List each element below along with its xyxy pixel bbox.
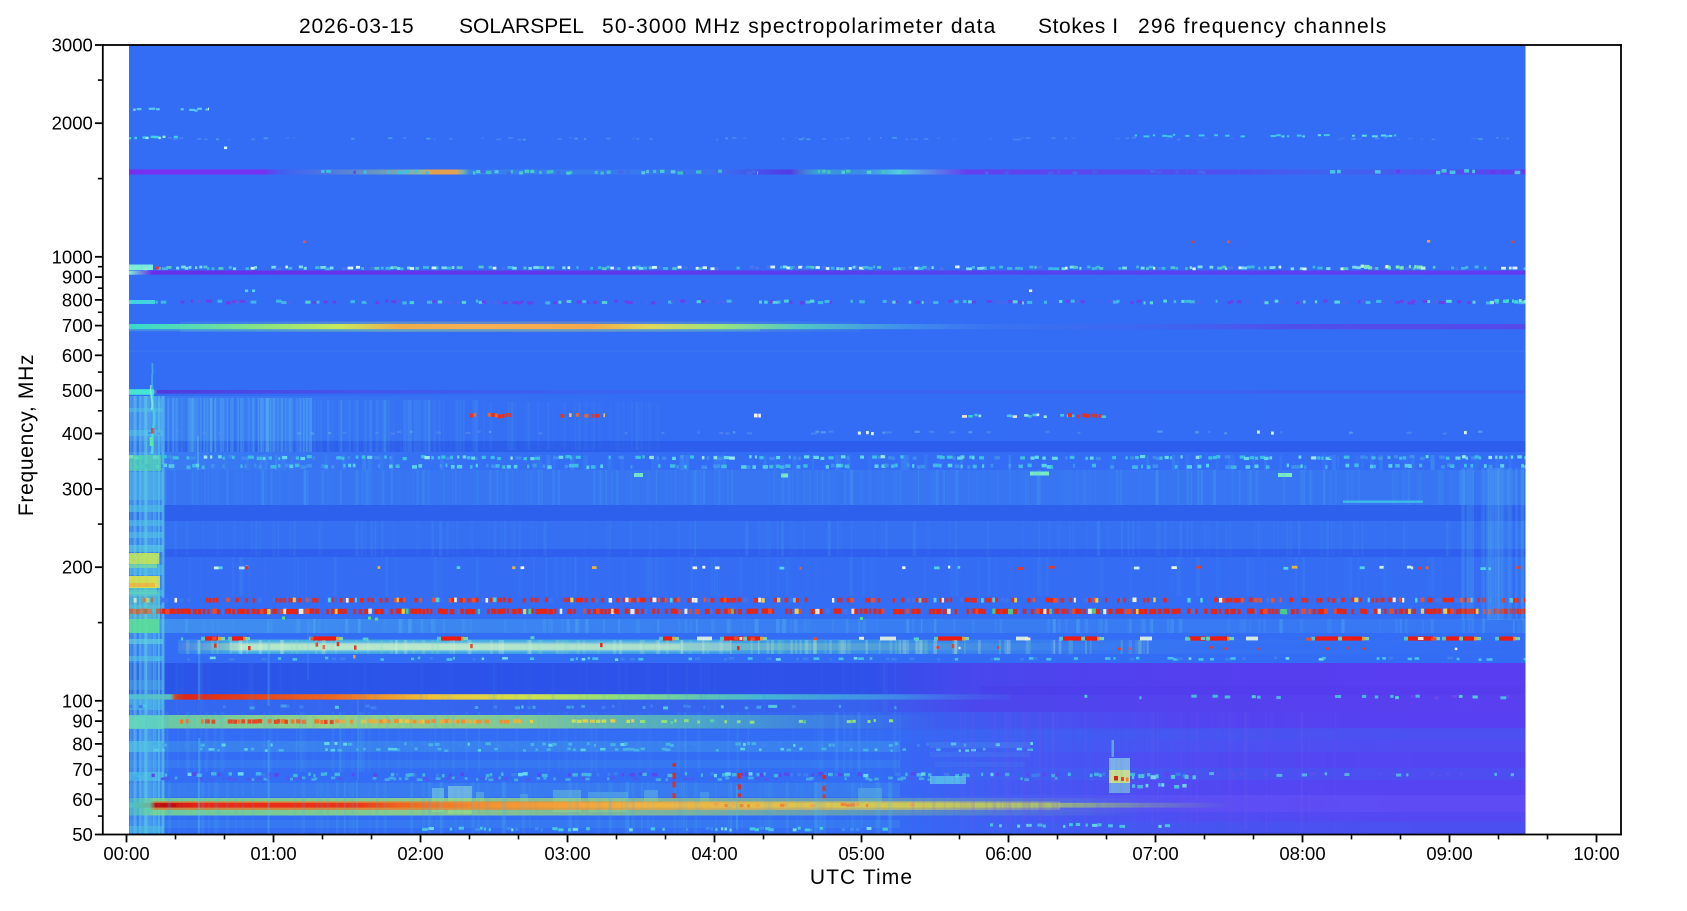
- svg-text:700: 700: [62, 315, 93, 336]
- svg-text:Stokes I: Stokes I: [1038, 15, 1119, 38]
- svg-text:3000: 3000: [52, 35, 93, 56]
- svg-text:500: 500: [62, 380, 93, 401]
- svg-text:01:00: 01:00: [250, 843, 296, 864]
- svg-text:300: 300: [62, 479, 93, 500]
- svg-text:09:00: 09:00: [1426, 843, 1472, 864]
- svg-text:100: 100: [62, 690, 93, 711]
- svg-text:08:00: 08:00: [1279, 843, 1325, 864]
- svg-text:03:00: 03:00: [544, 843, 590, 864]
- svg-text:50: 50: [72, 824, 93, 845]
- svg-text:Frequency, MHz: Frequency, MHz: [15, 354, 38, 516]
- svg-text:10:00: 10:00: [1573, 843, 1619, 864]
- svg-text:06:00: 06:00: [985, 843, 1031, 864]
- svg-text:SOLARSPEL: SOLARSPEL: [459, 15, 584, 38]
- svg-text:05:00: 05:00: [838, 843, 884, 864]
- svg-text:90: 90: [72, 711, 93, 732]
- svg-text:80: 80: [72, 733, 93, 754]
- svg-text:900: 900: [62, 267, 93, 288]
- svg-text:02:00: 02:00: [397, 843, 443, 864]
- svg-text:600: 600: [62, 345, 93, 366]
- svg-text:2026-03-15: 2026-03-15: [299, 15, 414, 38]
- svg-text:UTC Time: UTC Time: [810, 866, 913, 889]
- svg-text:2000: 2000: [52, 113, 93, 134]
- svg-text:07:00: 07:00: [1132, 843, 1178, 864]
- svg-text:800: 800: [62, 289, 93, 310]
- svg-text:296 frequency channels: 296 frequency channels: [1138, 15, 1387, 38]
- svg-text:60: 60: [72, 789, 93, 810]
- svg-text:70: 70: [72, 759, 93, 780]
- svg-text:04:00: 04:00: [691, 843, 737, 864]
- svg-text:00:00: 00:00: [103, 843, 149, 864]
- svg-text:1000: 1000: [52, 246, 93, 267]
- svg-text:50-3000 MHz spectropolarimeter: 50-3000 MHz spectropolarimeter data: [602, 15, 997, 38]
- svg-text:400: 400: [62, 423, 93, 444]
- svg-text:200: 200: [62, 557, 93, 578]
